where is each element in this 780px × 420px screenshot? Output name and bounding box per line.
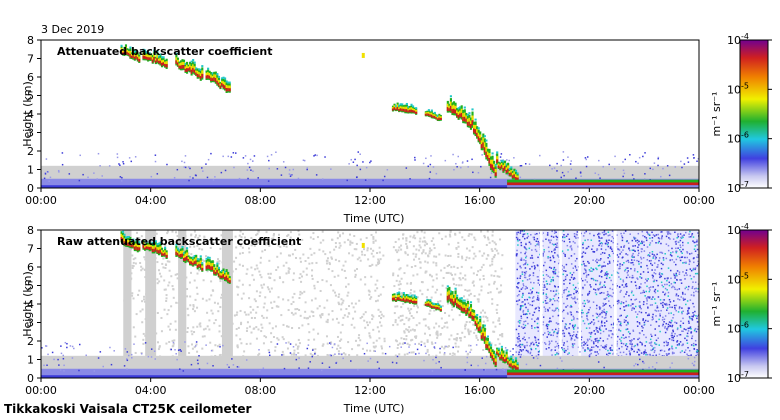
- x-ticks-raw: 00:00 04:00 08:00 12:00 16:00 20:00 00:00: [25, 378, 715, 397]
- x-tick-label: 00:00: [25, 384, 57, 397]
- y-tick-label: 8: [27, 34, 34, 47]
- x-tick-label: 00:00: [683, 194, 715, 207]
- colorbar-label-attenuated: m⁻¹ sr⁻¹: [710, 92, 723, 137]
- date-label: 3 Dec 2019: [41, 23, 104, 36]
- y-tick-label: 7: [27, 243, 34, 256]
- x-tick-label: 20:00: [573, 194, 605, 207]
- colorbar-tick-label: 10-7: [727, 180, 749, 195]
- panel-title-raw: Raw attenuated backscatter coefficient: [57, 235, 301, 248]
- y-tick-label: 6: [27, 71, 34, 84]
- x-axis-label-raw: Time (UTC): [343, 402, 405, 415]
- x-ticks-attenuated: 00:00 04:00 08:00 12:00 16:00 20:00 00:00: [25, 188, 715, 207]
- y-tick-label: 5: [27, 280, 34, 293]
- plot-area-attenuated: [41, 40, 699, 188]
- plot-area-raw: [41, 230, 699, 378]
- x-tick-label: 16:00: [464, 194, 496, 207]
- y-axis-label-raw: Height (km): [21, 271, 34, 337]
- x-axis-label-attenuated: Time (UTC): [343, 212, 405, 225]
- x-tick-label: 04:00: [135, 194, 167, 207]
- y-tick-label: 0: [27, 372, 34, 385]
- x-tick-label: 08:00: [244, 194, 276, 207]
- y-ticks-raw: 0 1 2 3 4 5 6 7 8: [27, 224, 41, 385]
- y-tick-label: 3: [27, 317, 34, 330]
- y-tick-label: 2: [27, 335, 34, 348]
- colorbar-attenuated: 10-710-610-510-4 m⁻¹ sr⁻¹: [710, 32, 772, 195]
- y-tick-label: 7: [27, 53, 34, 66]
- y-tick-label: 2: [27, 145, 34, 158]
- y-tick-label: 5: [27, 90, 34, 103]
- panel-title-attenuated: Attenuated backscatter coefficient: [57, 45, 273, 58]
- y-tick-label: 0: [27, 182, 34, 195]
- y-tick-label: 4: [27, 108, 34, 121]
- colorbar-raw: 10-710-610-510-4 m⁻¹ sr⁻¹: [710, 222, 772, 385]
- colorbar-label-raw: m⁻¹ sr⁻¹: [710, 282, 723, 327]
- y-tick-label: 6: [27, 261, 34, 274]
- x-tick-label: 00:00: [25, 194, 57, 207]
- x-tick-label: 20:00: [573, 384, 605, 397]
- x-tick-label: 04:00: [135, 384, 167, 397]
- x-tick-label: 12:00: [354, 194, 386, 207]
- colorbar-tick-label: 10-7: [727, 370, 749, 385]
- y-tick-label: 1: [27, 164, 34, 177]
- x-tick-label: 00:00: [683, 384, 715, 397]
- y-tick-label: 8: [27, 224, 34, 237]
- y-tick-label: 1: [27, 354, 34, 367]
- y-ticks-attenuated: 0 1 2 3 4 5 6 7 8: [27, 34, 41, 195]
- panel-raw: Raw attenuated backscatter coefficient 0…: [21, 222, 772, 415]
- y-tick-label: 3: [27, 127, 34, 140]
- y-axis-label-attenuated: Height (km): [21, 81, 34, 147]
- x-tick-label: 08:00: [244, 384, 276, 397]
- x-tick-label: 16:00: [464, 384, 496, 397]
- y-tick-label: 4: [27, 298, 34, 311]
- x-tick-label: 12:00: [354, 384, 386, 397]
- panel-attenuated: Attenuated backscatter coefficient 0 1 2 3 4…: [21, 32, 772, 225]
- instrument-footer: Tikkakoski Vaisala CT25K ceilometer: [4, 402, 252, 416]
